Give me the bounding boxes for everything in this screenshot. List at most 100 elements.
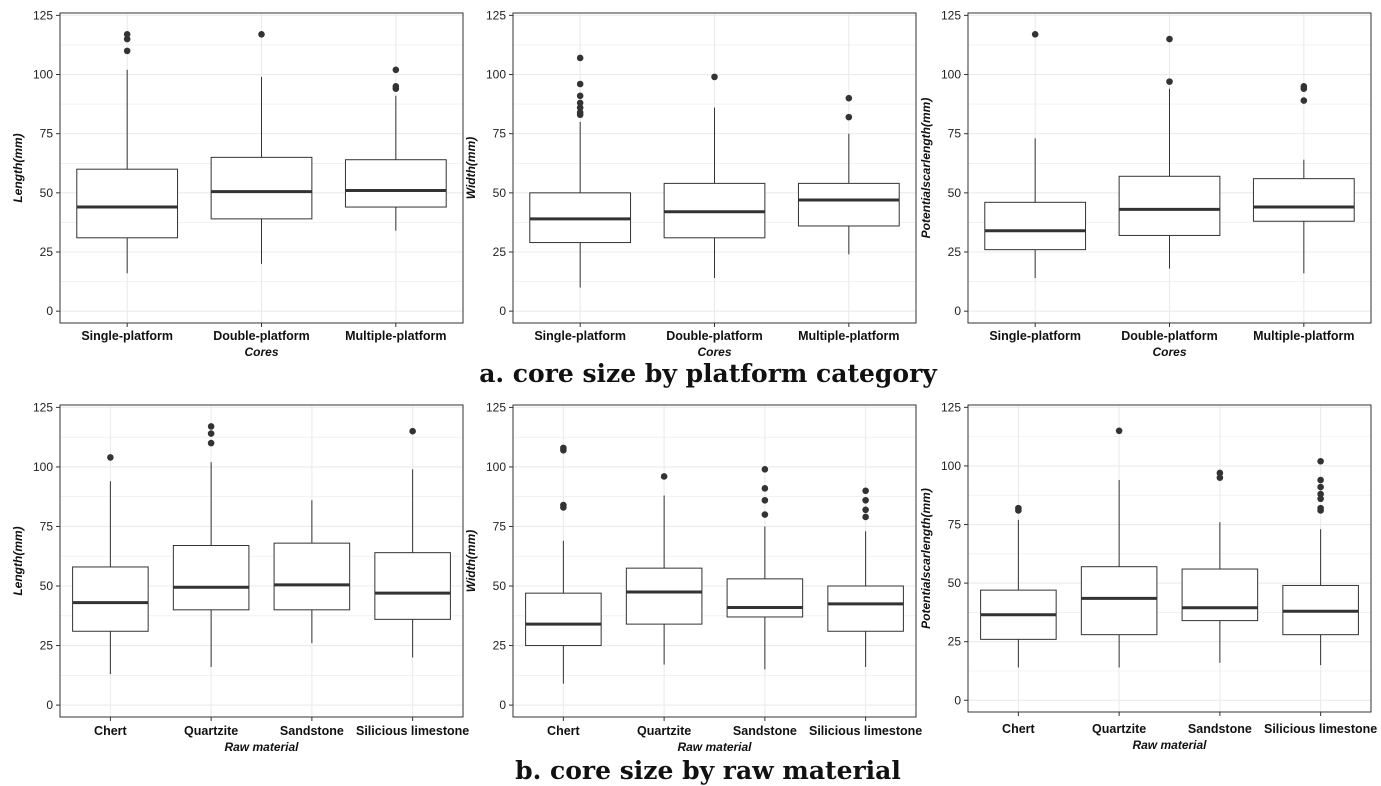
- outlier-point: [1317, 490, 1324, 498]
- outlier-point: [207, 423, 215, 430]
- outlier-point: [845, 113, 853, 121]
- y-tick-label: 50: [40, 579, 54, 593]
- outlier-point: [1317, 483, 1324, 491]
- outlier-point: [761, 511, 769, 518]
- x-category-label: Single-platform: [534, 329, 626, 343]
- iqr-box: [1181, 568, 1259, 622]
- box-sandstone: [1181, 469, 1259, 663]
- box-sandstone: [726, 466, 804, 670]
- x-axis-label: Raw material: [1132, 738, 1207, 752]
- x-category-label: Multiple-platform: [798, 329, 899, 343]
- y-tick-label: 50: [493, 579, 507, 593]
- outlier-point: [576, 80, 584, 88]
- outlier-point: [123, 47, 131, 55]
- x-category-label: Silicious limestone: [356, 724, 469, 738]
- box-quartzite: [172, 423, 250, 667]
- panels-group: 0 25 50 75 100 125 Single-platform Double-platf…: [11, 8, 1377, 754]
- box-double-platform: [663, 73, 766, 279]
- iqr-box: [726, 578, 804, 618]
- outlier-point: [1031, 30, 1039, 38]
- x-axis-label: Raw material: [677, 740, 752, 754]
- panel-border: [967, 12, 1372, 324]
- outlier-point: [1300, 83, 1308, 90]
- iqr-box: [273, 542, 351, 611]
- box-silicious-limestone: [374, 427, 451, 658]
- box-single-platform: [984, 30, 1087, 279]
- y-tick-label: 75: [948, 518, 962, 532]
- x-category-label: Chert: [94, 724, 127, 738]
- box-quartzite: [1080, 427, 1158, 668]
- y-tick-label: 75: [493, 127, 507, 141]
- y-tick-label: 50: [948, 186, 962, 200]
- outlier-point: [845, 94, 853, 102]
- box-double-platform: [1118, 35, 1221, 269]
- outlier-point: [576, 92, 584, 100]
- box-chert: [525, 444, 602, 684]
- outlier-point: [862, 513, 869, 521]
- y-axis-label: Potentialscarlength(mm): [919, 488, 933, 629]
- outlier-point: [761, 485, 769, 492]
- y-axis-label: Length(mm): [11, 133, 25, 202]
- outlier-point: [258, 30, 265, 38]
- x-category-label: Chert: [1002, 722, 1035, 736]
- box-quartzite: [625, 473, 703, 665]
- iqr-box: [344, 159, 447, 208]
- y-axis-label: Length(mm): [11, 526, 25, 595]
- outlier-point: [1216, 469, 1224, 477]
- y-tick-label: 125: [941, 400, 961, 414]
- y-tick-label: 125: [941, 8, 961, 22]
- y-tick-label: 75: [40, 519, 54, 533]
- boxplot-panel: 0 25 50 75 100 125 Single-platform Double-platf…: [464, 8, 917, 359]
- y-tick-label: 100: [486, 460, 506, 474]
- x-category-label: Silicious limestone: [1264, 722, 1377, 736]
- y-tick-label: 100: [941, 459, 961, 473]
- outlier-point: [1216, 474, 1224, 481]
- x-category-label: Silicious limestone: [809, 724, 922, 738]
- iqr-box: [1252, 178, 1355, 222]
- y-tick-label: 0: [499, 304, 506, 318]
- panel-border: [512, 12, 917, 324]
- iqr-box: [374, 552, 451, 620]
- outlier-point: [207, 430, 215, 437]
- iqr-box: [827, 585, 904, 632]
- iqr-box: [1080, 566, 1158, 636]
- y-tick-label: 25: [948, 245, 962, 259]
- outlier-point: [1317, 476, 1324, 484]
- outlier-point: [1300, 97, 1308, 104]
- y-tick-label: 75: [948, 127, 962, 141]
- y-tick-label: 0: [46, 304, 53, 318]
- y-tick-label: 50: [40, 186, 54, 200]
- panel-border: [967, 404, 1372, 713]
- outlier-point: [576, 99, 584, 107]
- panel-border: [59, 404, 464, 718]
- outlier-point: [576, 104, 584, 111]
- outlier-point: [862, 496, 869, 504]
- outlier-point: [711, 73, 718, 81]
- outlier-point: [1317, 457, 1324, 465]
- box-chert: [72, 454, 149, 675]
- y-tick-label: 50: [948, 576, 962, 590]
- y-tick-label: 0: [499, 698, 506, 712]
- y-tick-label: 50: [493, 186, 507, 200]
- box-multiple-platform: [797, 94, 900, 255]
- iqr-box: [210, 156, 313, 220]
- y-tick-label: 25: [40, 245, 54, 259]
- caption-bottom: b. core size by raw material: [515, 756, 901, 785]
- outlier-point: [409, 427, 416, 435]
- outlier-point: [1317, 495, 1324, 503]
- y-axis-label: Width(mm): [464, 137, 478, 200]
- y-tick-label: 100: [941, 68, 961, 82]
- x-category-label: Sandstone: [1188, 722, 1252, 736]
- outlier-point: [862, 487, 869, 495]
- y-tick-label: 125: [33, 8, 53, 22]
- box-single-platform: [529, 54, 632, 288]
- box-silicious-limestone: [1282, 457, 1359, 666]
- iqr-box: [525, 592, 602, 647]
- outlier-point: [392, 83, 400, 90]
- iqr-box: [625, 567, 703, 625]
- boxplot-panel: 0 25 50 75 100 125 Chert Quartzite Sandstone Sili…: [464, 400, 922, 754]
- y-tick-label: 100: [486, 68, 506, 82]
- outlier-point: [107, 454, 114, 461]
- outlier-point: [1115, 427, 1123, 435]
- x-category-label: Double-platform: [213, 329, 310, 343]
